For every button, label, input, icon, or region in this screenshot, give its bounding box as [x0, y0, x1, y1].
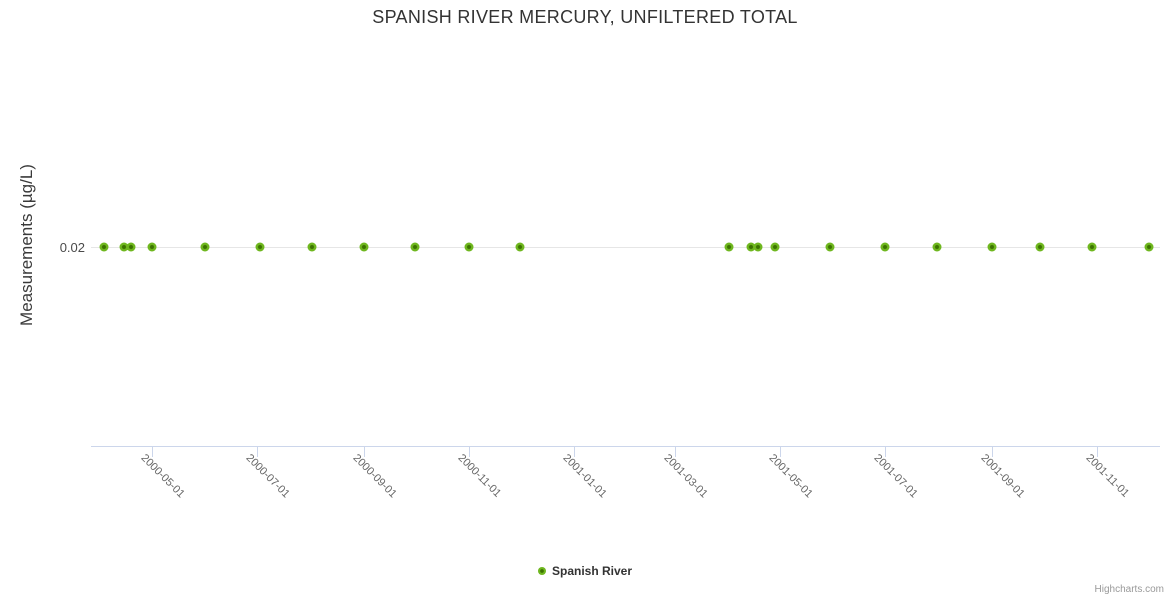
data-point[interactable]	[359, 242, 369, 252]
data-point[interactable]	[825, 242, 835, 252]
x-axis-tick-label: 2000-05-01	[138, 452, 187, 501]
y-axis-tick-label: 0.02	[59, 240, 85, 255]
legend-marker-icon	[537, 567, 546, 575]
x-axis-tick	[468, 447, 470, 457]
x-axis-tick	[992, 447, 993, 457]
x-axis-line	[91, 446, 1160, 447]
x-axis-tick	[573, 447, 575, 457]
y-gridline	[91, 247, 1160, 248]
x-axis-tick-label: 2000-11-01	[455, 452, 503, 500]
highcharts-credit-link[interactable]: Highcharts.com	[1094, 584, 1164, 595]
legend-label: Spanish River	[551, 564, 633, 578]
data-point[interactable]	[932, 242, 942, 252]
x-axis-tick	[363, 447, 365, 457]
data-point[interactable]	[99, 242, 109, 252]
x-axis-tick-label: 2000-09-01	[350, 452, 399, 501]
data-point[interactable]	[1144, 242, 1154, 252]
x-axis-tick-label: 2000-07-01	[243, 452, 292, 501]
x-axis-tick	[780, 447, 782, 457]
x-axis-tick-label: 2001-03-01	[661, 452, 711, 501]
x-axis-tick	[675, 447, 677, 457]
data-point[interactable]	[410, 242, 420, 252]
data-point[interactable]	[1035, 242, 1045, 252]
x-axis-tick	[885, 447, 887, 457]
data-point[interactable]	[119, 242, 129, 252]
data-point[interactable]	[515, 242, 525, 252]
data-point[interactable]	[147, 242, 157, 252]
x-axis-tick-label: 2001-07-01	[871, 452, 921, 501]
data-point[interactable]	[464, 242, 474, 252]
x-axis-tick-label: 2001-09-01	[978, 452, 1027, 501]
data-point[interactable]	[724, 242, 734, 252]
legend-item-spanish-river[interactable]: Spanish River	[0, 562, 1170, 580]
x-axis-tick-label: 2001-11-01	[1083, 452, 1132, 500]
x-axis-tick	[152, 447, 153, 457]
x-axis-tick	[1097, 447, 1098, 457]
data-point[interactable]	[255, 242, 265, 252]
data-point[interactable]	[200, 242, 210, 252]
data-point[interactable]	[126, 242, 136, 252]
data-point[interactable]	[880, 242, 890, 252]
data-point[interactable]	[987, 242, 997, 252]
data-point[interactable]	[1087, 242, 1097, 252]
data-point[interactable]	[770, 242, 780, 252]
x-axis-tick-label: 2001-01-01	[560, 452, 609, 501]
data-point[interactable]	[746, 242, 756, 252]
x-axis-tick-label: 2001-05-01	[766, 452, 816, 501]
x-axis-tick	[257, 447, 258, 457]
data-point[interactable]	[753, 242, 763, 252]
data-point[interactable]	[307, 242, 317, 252]
chart-title: SPANISH RIVER MERCURY, UNFILTERED TOTAL	[372, 7, 798, 27]
